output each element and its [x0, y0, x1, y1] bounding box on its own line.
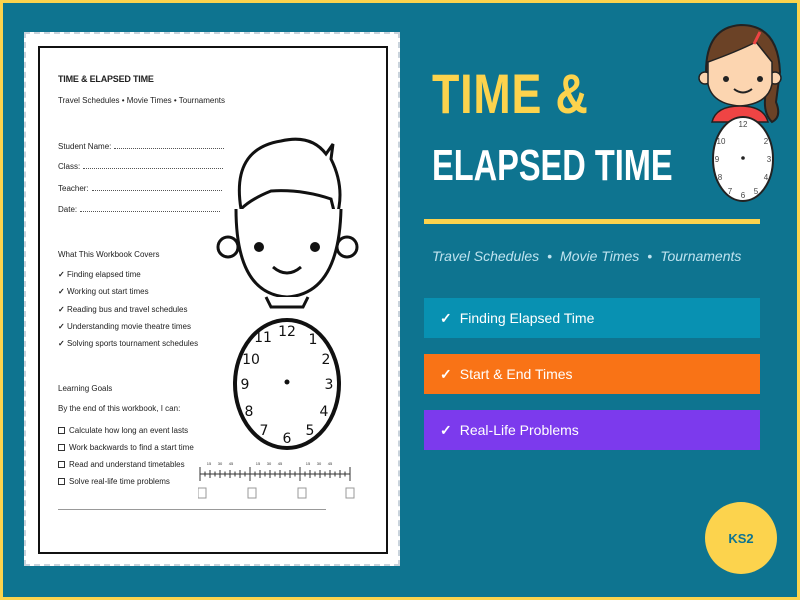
boy-illustration — [216, 137, 359, 309]
clock-numeral: 7 — [260, 423, 269, 439]
timeline: 15 30 45 15 30 45 15 30 45 — [198, 461, 355, 499]
check-icon: ✓ — [440, 421, 452, 438]
timeline-label: 30 — [317, 461, 322, 466]
title-divider — [424, 219, 760, 224]
cover-title-line1: TIME & — [432, 62, 589, 125]
timeline-box — [345, 487, 355, 499]
clock-numeral: 5 — [306, 423, 315, 439]
girl-clock-numeral: 2 — [764, 137, 769, 146]
feature-real-life-problems: ✓ Real-Life Problems — [424, 410, 760, 450]
date-field: Date: — [58, 205, 221, 215]
covers-item: ✓ Finding elapsed time — [58, 270, 141, 279]
timeline-label: 30 — [267, 461, 272, 466]
girl-clock-numeral: 3 — [767, 155, 772, 164]
clock-numeral: 6 — [283, 431, 292, 447]
goals-heading: Learning Goals — [58, 384, 113, 393]
girl-clock-numeral: 4 — [764, 173, 769, 182]
girl-clock-numeral: 9 — [715, 155, 720, 164]
girl-clock-numeral: 7 — [728, 187, 733, 196]
covers-item: ✓ Understanding movie theatre times — [58, 322, 191, 331]
clock-numeral: 10 — [242, 352, 260, 368]
check-icon: ✓ — [58, 322, 65, 331]
timeline-label: 15 — [207, 461, 212, 466]
girl-clock-numeral: 6 — [741, 191, 746, 200]
worksheet-title: TIME & ELAPSED TIME — [58, 74, 154, 84]
check-icon: ✓ — [58, 287, 65, 296]
covers-item: ✓ Working out start times — [58, 287, 149, 296]
checkbox-icon — [58, 478, 65, 485]
girl-clock-numeral: 10 — [717, 137, 726, 146]
clock-numeral: 9 — [241, 377, 250, 393]
goal-item: Read and understand timetables — [58, 460, 185, 470]
feature-start-end-times: ✓ Start & End Times — [424, 354, 760, 394]
class-field: Class: — [58, 162, 224, 172]
clock-numeral: 3 — [325, 377, 334, 393]
checkbox-icon — [58, 444, 65, 451]
footer-divider — [58, 509, 326, 510]
clock-numeral: 1 — [309, 332, 318, 348]
covers-item: ✓ Reading bus and travel schedules — [58, 305, 188, 314]
timeline-box — [247, 487, 257, 499]
student-name-field: Student Name: — [58, 142, 225, 152]
covers-item: ✓ Solving sports tournament schedules — [58, 339, 199, 348]
check-icon: ✓ — [58, 270, 65, 279]
checkbox-icon — [58, 461, 65, 468]
girl-clock-numeral: 5 — [754, 187, 759, 196]
worksheet-clock: 12 1 2 3 4 5 6 7 8 9 10 11 — [233, 318, 341, 450]
timeline-label: 15 — [256, 461, 261, 466]
covers-heading: What This Workbook Covers — [58, 250, 160, 259]
check-icon: ✓ — [440, 365, 452, 382]
timeline-box — [297, 487, 307, 499]
teacher-field: Teacher: — [58, 184, 222, 194]
worksheet-border — [38, 46, 388, 554]
check-icon: ✓ — [58, 305, 65, 314]
cover-title-line2: ELAPSED TIME — [432, 141, 673, 190]
worksheet-preview: TIME & ELAPSED TIME Travel Schedules • M… — [24, 32, 400, 566]
clock-numeral: 12 — [278, 324, 296, 340]
clock-numeral: 4 — [320, 404, 329, 420]
clock-numeral: 2 — [322, 352, 331, 368]
cover-subtitle: Travel Schedules • Movie Times • Tournaments — [432, 248, 742, 264]
timeline-box — [198, 487, 207, 499]
checkbox-icon — [58, 427, 65, 434]
timeline-label: 45 — [278, 461, 283, 466]
clock-numeral: 11 — [254, 330, 272, 346]
timeline-label: 45 — [328, 461, 333, 466]
check-icon: ✓ — [58, 339, 65, 348]
girl-with-clock-illustration: 12 2 3 4 5 6 7 8 9 10 — [698, 23, 782, 202]
feature-finding-elapsed-time: ✓ Finding Elapsed Time — [424, 298, 760, 338]
timeline-label: 30 — [218, 461, 223, 466]
timeline-label: 15 — [306, 461, 311, 466]
goal-item: Work backwards to find a start time — [58, 443, 194, 453]
goals-intro: By the end of this workbook, I can: — [58, 404, 181, 413]
timeline-label: 45 — [229, 461, 234, 466]
goal-item: Solve real-life time problems — [58, 477, 170, 487]
worksheet-subtitle: Travel Schedules • Movie Times • Tournam… — [58, 96, 226, 105]
girl-clock-numeral: 12 — [739, 120, 748, 129]
check-icon: ✓ — [440, 309, 452, 326]
girl-clock-numeral: 8 — [718, 173, 723, 182]
clock-numeral: 8 — [245, 404, 254, 420]
ks2-badge: KS2 — [705, 502, 777, 574]
goal-item: Calculate how long an event lasts — [58, 426, 188, 436]
